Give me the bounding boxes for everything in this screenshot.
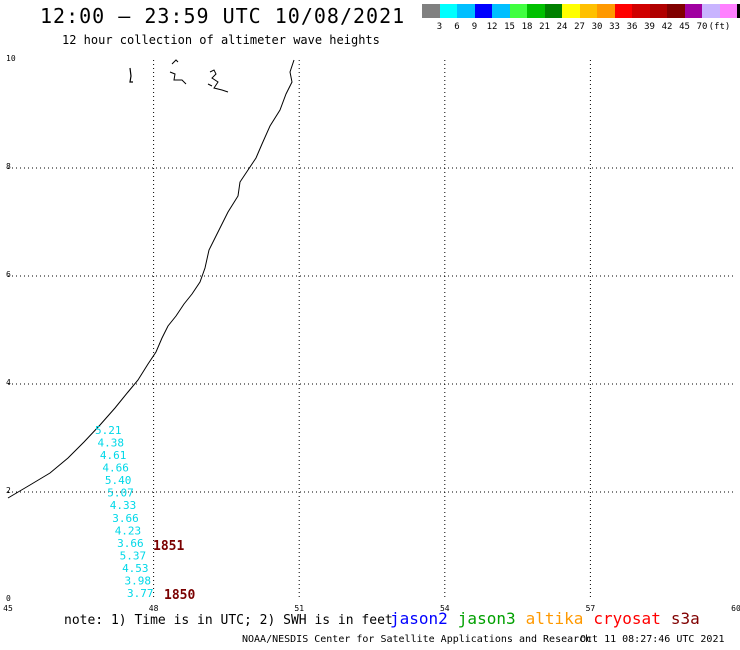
legend-label: 3 [436, 22, 443, 32]
coastline [7, 59, 295, 499]
swh-value: 3.77 [127, 587, 154, 600]
y-tick-label: 2 [6, 486, 11, 495]
legend-swatch [422, 4, 440, 18]
page-subtitle: 12 hour collection of altimeter wave hei… [62, 33, 380, 47]
island-cluster [169, 59, 187, 85]
island-small [129, 67, 133, 83]
legend-label: 27 [574, 22, 585, 32]
y-tick-label: 4 [6, 378, 11, 387]
legend-swatch [544, 4, 562, 18]
satellite-legend: jason2 jason3 altika cryosat s3a [390, 609, 700, 628]
legend-label: 24 [556, 22, 568, 32]
legend-label: 12 [486, 22, 498, 32]
legend-swatch [562, 4, 580, 18]
x-tick-label: 45 [3, 604, 13, 613]
swh-value: 4.33 [110, 499, 136, 512]
swh-value: 3.66 [112, 512, 139, 525]
pass-labels: 1851 1850 [153, 539, 195, 603]
x-tick-label: 48 [149, 604, 159, 613]
swh-value: 3.66 [117, 537, 143, 550]
y-tick-label: 10 [6, 54, 16, 63]
legend-label: 39 [644, 22, 655, 32]
satellite-altika: altika [525, 609, 584, 628]
legend-swatch [737, 4, 740, 18]
legend-swatch [439, 4, 457, 18]
coastline-east-africa [7, 59, 295, 499]
legend-swatch [509, 4, 527, 18]
y-tick-label: 8 [6, 162, 11, 171]
legend-label: 18 [521, 22, 533, 32]
legend-label: 15 [504, 22, 515, 32]
legend-label: 70 [696, 22, 708, 32]
swh-value: 4.61 [100, 449, 127, 462]
swh-value: 4.66 [102, 462, 129, 475]
swh-readings: 5.214.384.614.665.405.074.333.664.233.66… [95, 424, 154, 600]
x-tick-label: 60 [731, 604, 740, 613]
legend-label: (ft) [708, 22, 731, 32]
legend-label: 21 [539, 22, 550, 32]
color-legend [422, 4, 740, 18]
swh-value: 4.23 [115, 524, 142, 537]
credit-text: NOAA/NESDIS Center for Satellite Applica… [242, 634, 592, 645]
legend-label: 42 [661, 22, 673, 32]
legend-swatch [702, 4, 720, 18]
pass-label: 1850 [164, 588, 195, 603]
pass-label: 1851 [153, 539, 184, 554]
swh-value: 5.21 [95, 424, 122, 437]
legend-swatch [492, 4, 510, 18]
island-group [207, 69, 229, 93]
legend-swatch [527, 4, 545, 18]
legend-label: 9 [471, 22, 478, 32]
swh-value: 5.37 [120, 549, 147, 562]
swh-value: 4.38 [97, 437, 124, 450]
legend-swatch [579, 4, 597, 18]
satellite-cryosat: cryosat [593, 609, 661, 628]
legend-swatch [474, 4, 492, 18]
y-tick-label: 0 [6, 594, 11, 603]
legend-swatch [632, 4, 650, 18]
swh-value: 3.98 [125, 574, 151, 587]
swh-value: 4.53 [122, 562, 149, 575]
legend-swatch [597, 4, 615, 18]
satellite-s3a: s3a [670, 609, 700, 628]
legend-label: 45 [679, 22, 690, 32]
legend-label: 33 [609, 22, 620, 32]
swh-value: 5.40 [105, 474, 132, 487]
x-tick-label: 57 [586, 604, 596, 613]
swh-value: 5.07 [107, 487, 134, 500]
satellite-jason3: jason3 [457, 609, 516, 628]
x-tick-label: 51 [294, 604, 304, 613]
legend-swatch [614, 4, 632, 18]
timestamp: Oct 11 08:27:46 UTC 2021 [580, 634, 725, 645]
page-title: 12:00 – 23:59 UTC 10/08/2021 [40, 4, 406, 28]
legend-swatch [719, 4, 737, 18]
x-tick-label: 54 [440, 604, 450, 613]
legend-swatch [457, 4, 475, 18]
axis-ticks: 45 48 51 54 57 60 0 2 4 6 8 10 [3, 54, 740, 613]
map-grid [8, 60, 736, 600]
satellite-jason2: jason2 [390, 609, 448, 628]
legend-label: 30 [591, 22, 603, 32]
legend-swatch [684, 4, 702, 18]
footer-note: note: 1) Time is in UTC; 2) SWH is in fe… [64, 613, 393, 628]
legend-label: 36 [626, 22, 638, 32]
legend-swatch [667, 4, 685, 18]
legend-swatch [649, 4, 667, 18]
y-tick-label: 6 [6, 270, 11, 279]
legend-label: 6 [454, 22, 460, 32]
